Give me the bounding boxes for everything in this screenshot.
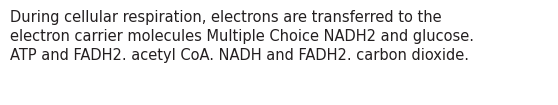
- Text: During cellular respiration, electrons are transferred to the: During cellular respiration, electrons a…: [10, 10, 441, 25]
- Text: ATP and FADH2. acetyl CoA. NADH and FADH2. carbon dioxide.: ATP and FADH2. acetyl CoA. NADH and FADH…: [10, 48, 469, 63]
- Text: electron carrier molecules Multiple Choice NADH2 and glucose.: electron carrier molecules Multiple Choi…: [10, 29, 474, 44]
